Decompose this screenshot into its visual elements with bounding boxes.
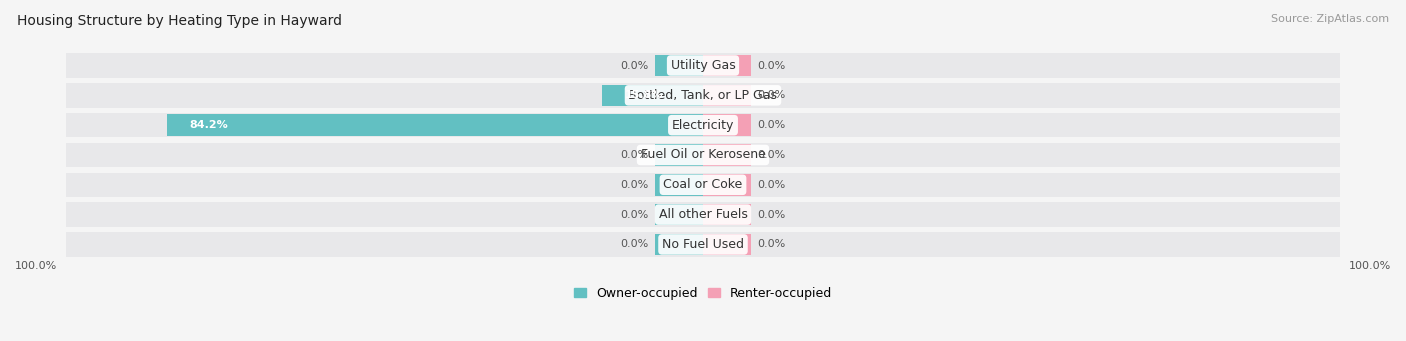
Bar	[703, 144, 751, 166]
Bar	[655, 234, 703, 255]
Bar	[66, 53, 1340, 78]
Text: 0.0%: 0.0%	[758, 239, 786, 250]
Text: 0.0%: 0.0%	[758, 90, 786, 100]
Text: 0.0%: 0.0%	[620, 150, 648, 160]
Text: Source: ZipAtlas.com: Source: ZipAtlas.com	[1271, 14, 1389, 24]
Text: 0.0%: 0.0%	[620, 239, 648, 250]
Text: 84.2%: 84.2%	[188, 120, 228, 130]
Bar	[66, 113, 1340, 137]
Text: Fuel Oil or Kerosene: Fuel Oil or Kerosene	[641, 148, 765, 162]
Text: All other Fuels: All other Fuels	[658, 208, 748, 221]
Text: Coal or Coke: Coal or Coke	[664, 178, 742, 191]
Bar	[655, 55, 703, 76]
Bar	[167, 115, 703, 136]
Text: Electricity: Electricity	[672, 119, 734, 132]
Bar	[703, 55, 751, 76]
Bar	[703, 174, 751, 195]
Text: 0.0%: 0.0%	[620, 180, 648, 190]
Text: Bottled, Tank, or LP Gas: Bottled, Tank, or LP Gas	[628, 89, 778, 102]
Bar	[66, 83, 1340, 107]
Text: 0.0%: 0.0%	[758, 210, 786, 220]
Bar	[602, 85, 703, 106]
Text: 0.0%: 0.0%	[620, 210, 648, 220]
Text: 100.0%: 100.0%	[1348, 261, 1391, 271]
Text: No Fuel Used: No Fuel Used	[662, 238, 744, 251]
Bar	[655, 174, 703, 195]
Bar	[655, 144, 703, 166]
Bar	[655, 204, 703, 225]
Text: 15.8%: 15.8%	[624, 90, 664, 100]
Text: Housing Structure by Heating Type in Hayward: Housing Structure by Heating Type in Hay…	[17, 14, 342, 28]
Text: Utility Gas: Utility Gas	[671, 59, 735, 72]
Bar	[703, 234, 751, 255]
Bar	[703, 115, 751, 136]
Text: 0.0%: 0.0%	[758, 150, 786, 160]
Legend: Owner-occupied, Renter-occupied: Owner-occupied, Renter-occupied	[572, 286, 834, 301]
Text: 0.0%: 0.0%	[758, 120, 786, 130]
Text: 100.0%: 100.0%	[15, 261, 58, 271]
Text: 0.0%: 0.0%	[758, 180, 786, 190]
Bar	[66, 143, 1340, 167]
Bar	[703, 204, 751, 225]
Bar	[66, 232, 1340, 257]
Text: 0.0%: 0.0%	[620, 60, 648, 71]
Bar	[66, 203, 1340, 227]
Text: 0.0%: 0.0%	[758, 60, 786, 71]
Bar	[703, 85, 751, 106]
Bar	[66, 173, 1340, 197]
